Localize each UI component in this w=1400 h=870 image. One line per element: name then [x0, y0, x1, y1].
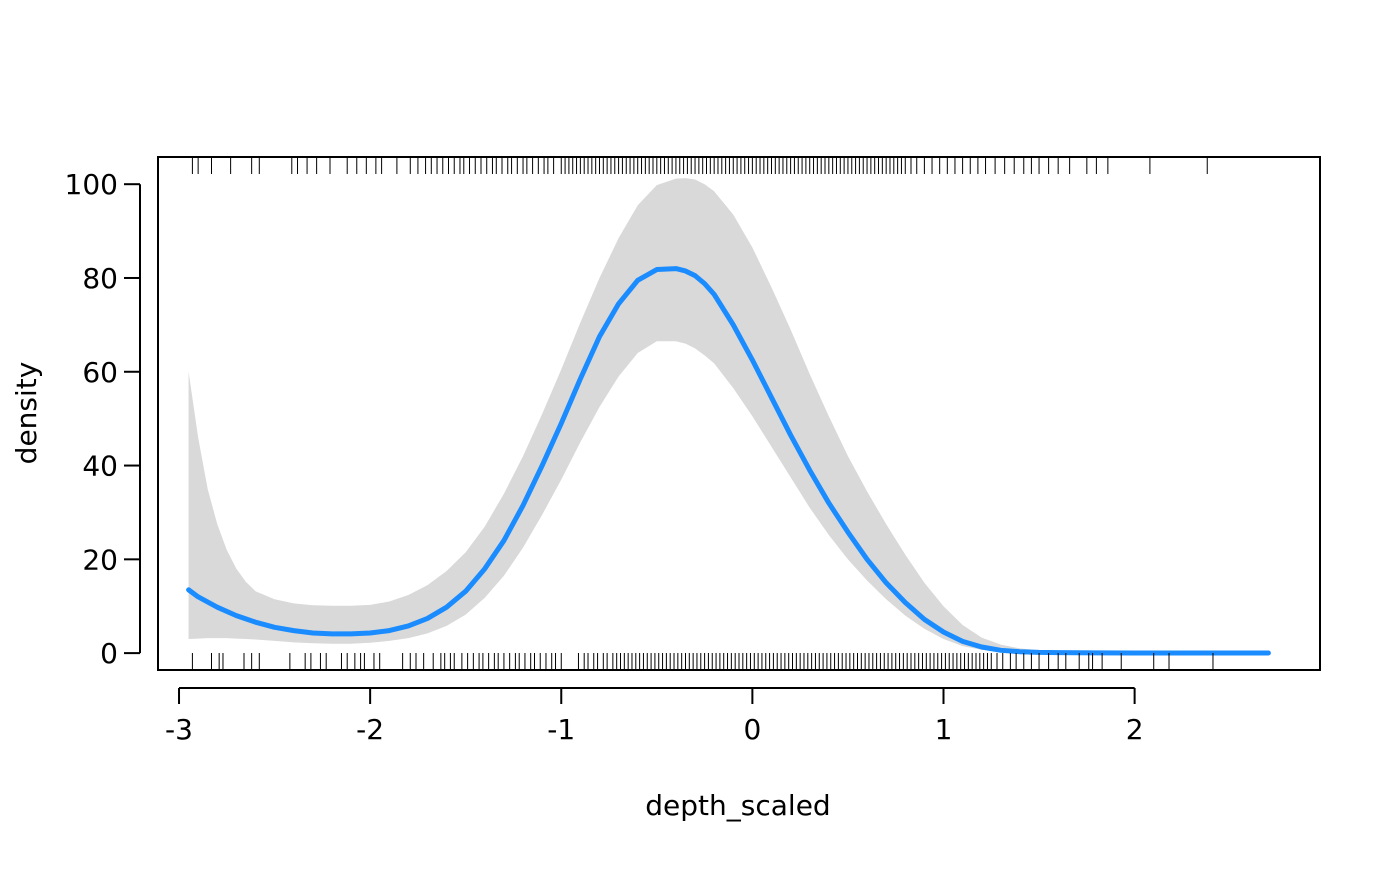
- y-axis-title: density: [10, 362, 43, 465]
- y-tick-label: 0: [100, 637, 118, 670]
- y-tick-label: 100: [65, 168, 118, 201]
- y-tick-label: 60: [82, 356, 118, 389]
- y-tick-label: 20: [82, 543, 118, 576]
- plot-frame: [157, 156, 1321, 671]
- confidence-band-layer: [188, 178, 1269, 654]
- x-tick-label: 1: [935, 713, 953, 746]
- rug-layer: [191, 157, 1214, 670]
- x-tick-label: 0: [743, 713, 761, 746]
- x-tick-label: 2: [1126, 713, 1144, 746]
- y-tick-label: 80: [82, 262, 118, 295]
- y-tick-label: 40: [82, 450, 118, 483]
- x-tick-label: -3: [165, 713, 193, 746]
- x-axis: -3 -2 -1 0 1 2: [165, 687, 1144, 746]
- y-axis: 0 20 40 60 80 100: [65, 168, 141, 670]
- density-line-layer: [186, 266, 1271, 656]
- x-axis-title: depth_scaled: [645, 789, 830, 822]
- x-tick-label: -1: [547, 713, 575, 746]
- confidence-band: [188, 178, 1269, 654]
- density-line: [186, 266, 1271, 656]
- x-tick-label: -2: [356, 713, 384, 746]
